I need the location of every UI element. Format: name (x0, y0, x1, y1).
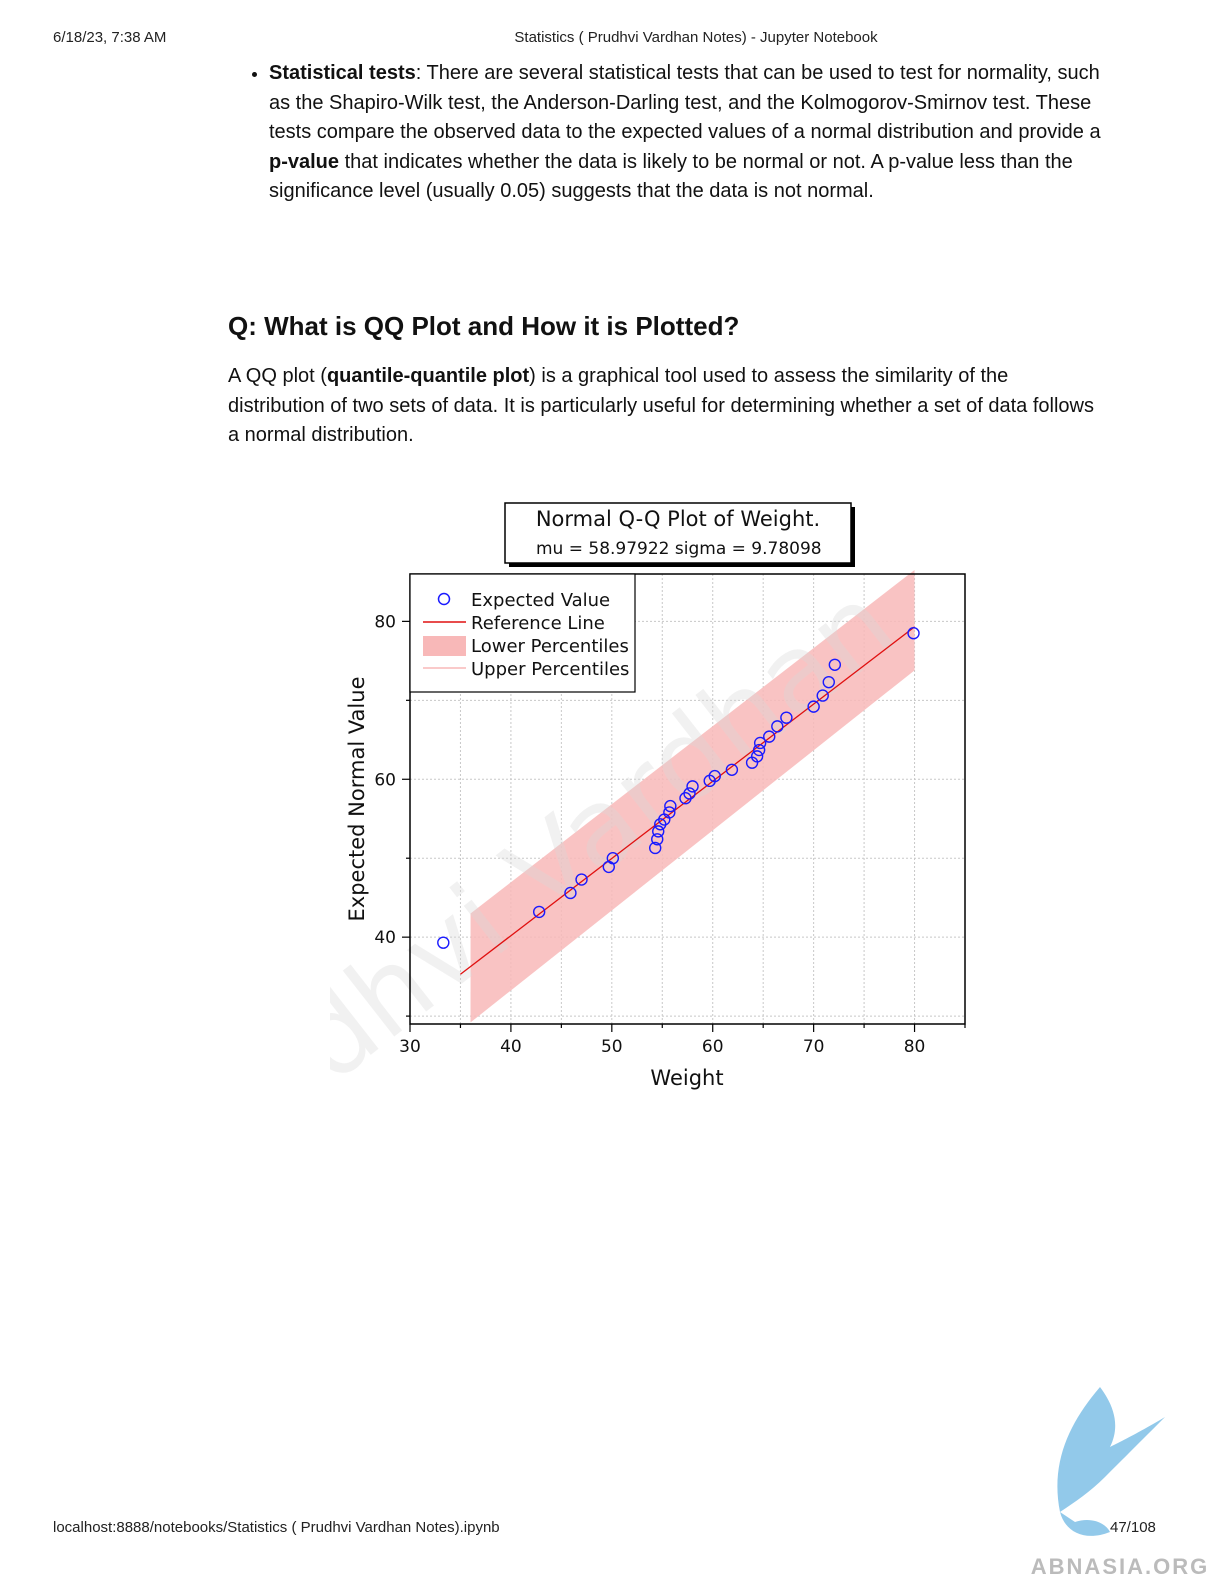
page-number: 47/108 (1110, 1519, 1156, 1536)
chart-title: Normal Q-Q Plot of Weight. (536, 507, 820, 531)
data-point (437, 936, 450, 949)
data-point (651, 833, 664, 846)
statistical-tests-bullet: Statistical tests: There are several sta… (228, 59, 1108, 207)
data-point (708, 769, 721, 783)
data-point (780, 711, 793, 724)
x-tick-label: 40 (500, 1037, 522, 1057)
data-point (752, 743, 766, 757)
data-point (828, 658, 842, 671)
x-tick-label: 60 (702, 1037, 724, 1057)
data-points (437, 627, 920, 949)
data-point (683, 787, 696, 800)
data-point (664, 799, 677, 813)
legend-marker-expected (437, 592, 451, 606)
y-tick-label: 80 (374, 612, 396, 632)
chart-subtitle: mu = 58.97922 sigma = 9.78098 (536, 539, 822, 559)
plot-frame (409, 573, 966, 1025)
abnasia-logo-watermark: ABNASIA.ORG (1031, 1387, 1209, 1579)
data-point (725, 763, 739, 776)
y-axis-label: Expected Normal Value (345, 677, 369, 922)
bullet-term: Statistical tests (269, 62, 416, 84)
bullet-bold-pvalue: p-value (269, 150, 340, 173)
y-tick-label: 40 (374, 928, 396, 948)
section-heading: Q: What is QQ Plot and How it is Plotted… (228, 311, 740, 341)
document-title: Statistics ( Prudhvi Vardhan Notes) - Ju… (514, 29, 878, 46)
intro-text-c: ) is a graphical tool used to assess the… (228, 365, 1094, 447)
data-point (763, 730, 776, 743)
axis-ticks: 30 40 50 60 70 80 40 60 80 (374, 612, 966, 1057)
y-tick-label: 60 (374, 770, 396, 790)
bullet-list: Statistical tests: There are several sta… (228, 59, 1108, 207)
legend-label-expected: Expected Value (471, 590, 610, 611)
legend-label-lower: Lower Percentiles (471, 636, 629, 657)
intro-text-a: A QQ plot ( (228, 365, 327, 387)
legend-label-reference: Reference Line (471, 613, 605, 634)
intro-bold-term: quantile-quantile plot (326, 365, 530, 387)
logo-text: ABNASIA.ORG (1031, 1554, 1209, 1579)
phoenix-wing-icon (1057, 1387, 1165, 1512)
data-point (807, 700, 820, 713)
data-point (753, 736, 767, 750)
data-point (822, 675, 835, 689)
x-tick-label: 80 (904, 1037, 926, 1057)
x-tick-label: 70 (803, 1037, 825, 1057)
data-point (663, 806, 676, 819)
legend-marker-lower (423, 636, 466, 656)
data-point (907, 627, 920, 640)
bullet-text-a: : There are several statistical tests th… (269, 62, 1101, 144)
intro-paragraph: A QQ plot (quantile-quantile plot) is a … (228, 362, 1108, 451)
data-point (606, 852, 620, 865)
legend: Expected Value Reference Line Lower Perc… (409, 573, 636, 693)
legend-label-upper: Upper Percentiles (471, 659, 629, 680)
data-point (686, 780, 699, 793)
data-point (532, 905, 546, 919)
legend-box (409, 573, 636, 693)
footer-url: localhost:8888/notebooks/Statistics ( Pr… (53, 1519, 500, 1536)
x-tick-label: 30 (399, 1037, 421, 1057)
x-tick-label: 50 (601, 1037, 623, 1057)
data-point (750, 750, 764, 763)
title-box (504, 502, 852, 564)
data-point (649, 841, 662, 855)
data-point (652, 825, 665, 838)
bullet-text-c: that indicates whether the data is likel… (269, 150, 1073, 203)
data-point (575, 873, 588, 886)
qq-plot-chart: Normal Q-Q Plot of Weight. mu = 58.97922… (330, 502, 966, 1106)
x-axis-label: Weight (650, 1066, 723, 1090)
data-point (816, 689, 829, 702)
data-point (564, 886, 577, 900)
data-point (771, 720, 784, 733)
list-item: Statistical tests: There are several sta… (269, 59, 1108, 207)
print-date: 6/18/23, 7:38 AM (53, 29, 167, 46)
phoenix-tail-icon (1060, 1512, 1110, 1536)
